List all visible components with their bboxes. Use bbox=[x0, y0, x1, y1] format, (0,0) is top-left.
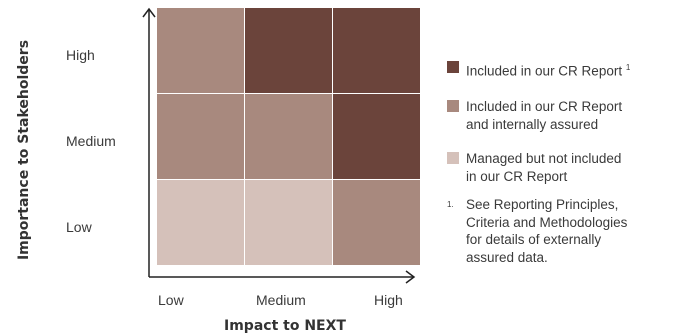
cell-low-medium bbox=[245, 180, 332, 265]
legend-swatch-mid bbox=[447, 100, 459, 112]
cell-high-low bbox=[157, 8, 244, 93]
legend-label-mid: Included in our CR Report and internally … bbox=[466, 99, 623, 132]
footnote-mark: 1. bbox=[447, 200, 454, 209]
row-label-high: High bbox=[66, 47, 95, 63]
x-axis-label: Impact to NEXT bbox=[224, 318, 346, 334]
cell-medium-high bbox=[333, 94, 420, 179]
x-axis-arrowhead bbox=[405, 270, 416, 284]
legend-swatch-dark bbox=[447, 61, 459, 73]
col-label-medium: Medium bbox=[256, 292, 306, 308]
legend-footnote-ref: 1 bbox=[625, 63, 631, 72]
footnote-text: See Reporting Principles, Criteria and Me… bbox=[466, 197, 628, 265]
legend-label-dark: Included in our CR Report 1 bbox=[466, 63, 631, 79]
cell-medium-medium bbox=[245, 94, 332, 179]
cell-low-high bbox=[333, 180, 420, 265]
legend-label-light: Managed but not included in our CR Report bbox=[466, 151, 622, 184]
col-label-high: High bbox=[374, 292, 403, 308]
y-axis-arrowhead bbox=[142, 7, 156, 18]
row-label-medium: Medium bbox=[66, 133, 116, 149]
legend-swatch-light bbox=[447, 152, 459, 164]
cell-high-high bbox=[333, 8, 420, 93]
row-label-low: Low bbox=[66, 219, 92, 235]
col-label-low: Low bbox=[158, 292, 184, 308]
cell-low-low bbox=[157, 180, 244, 265]
cell-medium-low bbox=[157, 94, 244, 179]
cell-high-medium bbox=[245, 8, 332, 93]
